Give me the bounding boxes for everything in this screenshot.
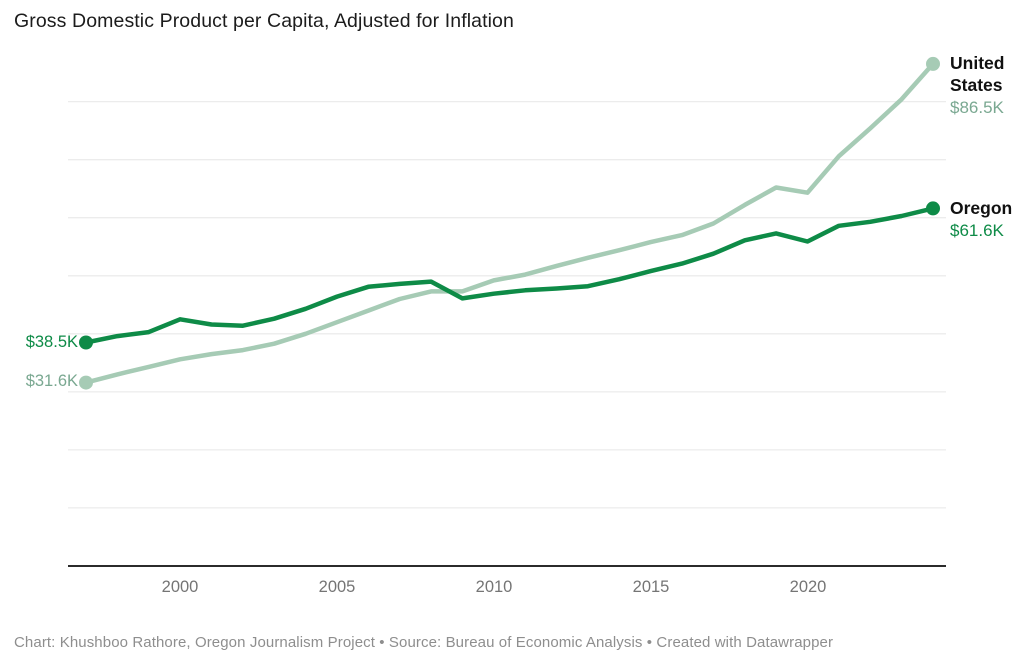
us-series-label: United States $86.5K — [950, 52, 1004, 119]
x-tick-label: 2015 — [632, 578, 670, 596]
x-tick-label: 2020 — [789, 578, 827, 596]
oregon-series-name: Oregon — [950, 198, 1013, 218]
series-line-united-states — [83, 61, 936, 385]
chart-credit-line: Chart: Khushboo Rathore, Oregon Journali… — [14, 634, 834, 651]
oregon-series-label: Oregon $61.6K — [950, 197, 1012, 242]
series-line-oregon — [83, 206, 936, 345]
line-chart-plot — [68, 56, 946, 567]
x-tick-label: 2010 — [475, 578, 513, 596]
us-series-name-line1: United — [950, 53, 1005, 73]
series-endpoint-dot-oregon — [79, 335, 93, 350]
series-endpoint-dot-united-states — [926, 56, 940, 71]
x-tick-label: 2000 — [161, 578, 199, 596]
oregon-start-value-label: $38.5K — [25, 333, 78, 351]
us-start-value-label: $31.6K — [25, 372, 78, 390]
us-series-name-line2: States — [950, 75, 1003, 95]
us-end-value-label: $86.5K — [950, 98, 1004, 117]
series-endpoint-dot-united-states — [79, 375, 93, 390]
chart-title: Gross Domestic Product per Capita, Adjus… — [14, 10, 514, 32]
oregon-end-value-label: $61.6K — [950, 221, 1004, 240]
x-tick-label: 2005 — [318, 578, 356, 596]
series-endpoint-dot-oregon — [926, 201, 940, 216]
